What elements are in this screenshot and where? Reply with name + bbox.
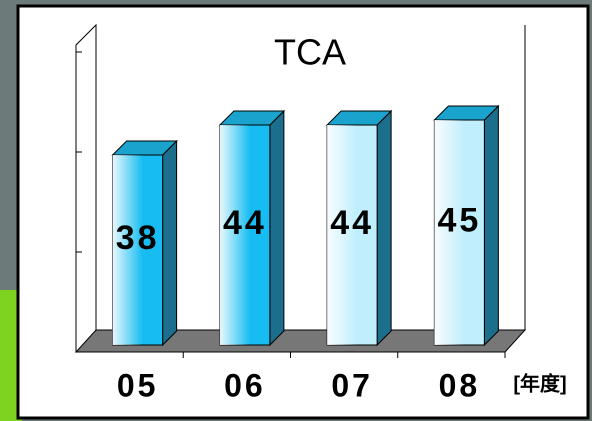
- bar-shine: [219, 125, 270, 345]
- bar-side: [269, 109, 285, 347]
- data-label: 44: [223, 204, 267, 242]
- x-tick-label: 06: [224, 367, 266, 403]
- x-tick-label: 07: [331, 367, 373, 403]
- x-axis-label: [年度]: [513, 371, 566, 395]
- bar-shine: [434, 120, 485, 345]
- data-label: 45: [437, 201, 481, 239]
- bar-shine: [327, 125, 378, 345]
- data-label: 38: [116, 219, 160, 257]
- x-tick-label: 05: [117, 367, 159, 403]
- bar-side: [376, 109, 392, 347]
- bar-side: [162, 139, 178, 347]
- data-label: 44: [330, 204, 374, 242]
- bar-side: [483, 104, 499, 347]
- bar-shine: [112, 155, 163, 345]
- x-tick-label: 08: [439, 367, 481, 403]
- chart-title: TCA: [274, 32, 346, 73]
- walls: [75, 23, 526, 352]
